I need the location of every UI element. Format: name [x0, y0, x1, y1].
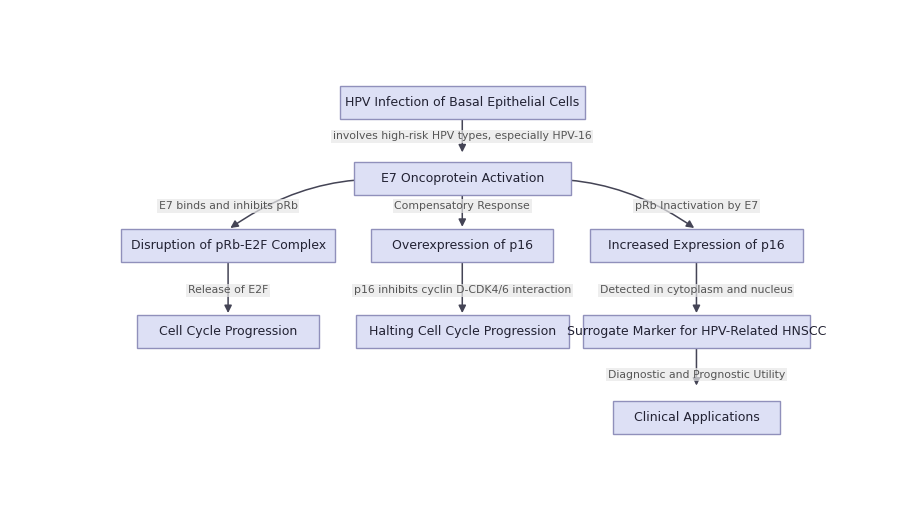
Text: involves high-risk HPV types, especially HPV-16: involves high-risk HPV types, especially…	[333, 131, 592, 142]
Text: pRb Inactivation by E7: pRb Inactivation by E7	[635, 201, 758, 211]
FancyBboxPatch shape	[590, 229, 803, 262]
FancyBboxPatch shape	[372, 229, 553, 262]
Text: Release of E2F: Release of E2F	[188, 286, 268, 295]
FancyBboxPatch shape	[122, 229, 335, 262]
Text: HPV Infection of Basal Epithelial Cells: HPV Infection of Basal Epithelial Cells	[345, 96, 579, 109]
Text: Halting Cell Cycle Progression: Halting Cell Cycle Progression	[369, 325, 556, 338]
Text: Clinical Applications: Clinical Applications	[633, 411, 759, 424]
Text: E7 binds and inhibits pRb: E7 binds and inhibits pRb	[159, 201, 298, 211]
Text: Increased Expression of p16: Increased Expression of p16	[608, 239, 785, 252]
FancyBboxPatch shape	[340, 86, 584, 119]
Text: Compensatory Response: Compensatory Response	[394, 201, 530, 211]
Text: Cell Cycle Progression: Cell Cycle Progression	[159, 325, 298, 338]
FancyBboxPatch shape	[354, 162, 571, 195]
Text: Diagnostic and Prognostic Utility: Diagnostic and Prognostic Utility	[608, 370, 785, 380]
FancyBboxPatch shape	[583, 315, 810, 348]
Text: E7 Oncoprotein Activation: E7 Oncoprotein Activation	[381, 172, 544, 185]
Text: p16 inhibits cyclin D-CDK4/6 interaction: p16 inhibits cyclin D-CDK4/6 interaction	[354, 286, 571, 295]
Text: Overexpression of p16: Overexpression of p16	[391, 239, 533, 252]
Text: Disruption of pRb-E2F Complex: Disruption of pRb-E2F Complex	[131, 239, 326, 252]
Text: Detected in cytoplasm and nucleus: Detected in cytoplasm and nucleus	[600, 286, 793, 295]
FancyBboxPatch shape	[355, 315, 569, 348]
Text: Surrogate Marker for HPV-Related HNSCC: Surrogate Marker for HPV-Related HNSCC	[566, 325, 826, 338]
FancyBboxPatch shape	[612, 401, 780, 434]
FancyBboxPatch shape	[137, 315, 319, 348]
